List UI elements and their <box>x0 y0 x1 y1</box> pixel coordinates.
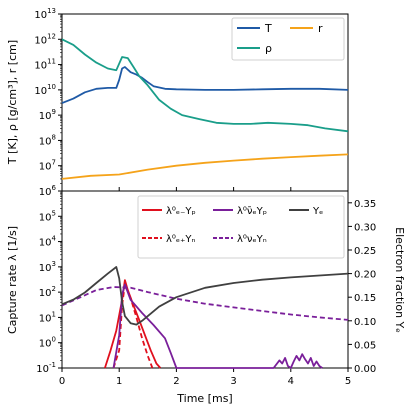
top-y-tick-label: 1013 <box>34 7 56 21</box>
legend-label: λ⁰ν̄ₑYₚ <box>237 206 267 217</box>
legend-r-label: r <box>318 22 323 35</box>
top-y-tick-label: 106 <box>39 184 57 198</box>
x-tick-label: 0 <box>59 376 65 387</box>
x-tick-label: 3 <box>230 376 236 387</box>
top-y-tick-label: 109 <box>39 108 56 122</box>
top-legend: T ρ r <box>231 17 345 61</box>
right-y-tick-label: 0.10 <box>354 317 376 328</box>
right-y-tick-label: 0.20 <box>354 270 376 281</box>
bottom-y-axis-label: Capture rate λ [1/s] <box>6 226 19 334</box>
series-line <box>61 286 349 321</box>
bottom-legend-box <box>137 195 345 259</box>
legend-label: λ⁰νₑYₙ <box>237 234 267 245</box>
legend-label: λ⁰ₑ₋Yₚ <box>166 206 196 217</box>
bottom-y-tick-label: 100 <box>39 336 56 350</box>
top-y-ticks: 106 107 108 109 1010 1011 1012 1013 <box>34 7 349 198</box>
top-y-tick-label: 107 <box>39 159 56 173</box>
top-y-axis-label: T [K], ρ [g/cm³], r [cm] <box>6 40 19 165</box>
x-ticks: 0 1 2 3 4 5 <box>59 368 351 387</box>
bottom-y-tick-label: 104 <box>39 235 57 249</box>
legend-label: Yₑ <box>312 206 323 217</box>
top-y-tick-label: 1010 <box>34 83 56 97</box>
top-y-tick-label: 108 <box>39 133 56 147</box>
bottom-legend: λ⁰ₑ₋Yₚ λ⁰ₑ₊Yₙ λ⁰ν̄ₑYₚ λ⁰νₑYₙ Yₑ <box>137 195 345 259</box>
x-tick-label: 5 <box>345 376 351 387</box>
x-tick-label: 1 <box>116 376 122 387</box>
right-y-tick-label: 0.35 <box>354 199 376 210</box>
right-y-ticks: 0.00 0.05 0.10 0.15 0.20 0.25 0.30 0.35 <box>348 199 376 375</box>
series-line <box>61 266 349 326</box>
bottom-series-lines <box>61 266 349 369</box>
top-series-lines <box>61 38 349 180</box>
bottom-y-ticks: 10-1 100 101 102 103 104 105 <box>36 191 62 375</box>
right-y-tick-label: 0.25 <box>354 246 376 257</box>
bottom-y-tick-label: 103 <box>39 260 56 274</box>
right-y-tick-label: 0.15 <box>354 293 376 304</box>
bottom-y-tick-label: 102 <box>39 285 56 299</box>
x-tick-label: 4 <box>288 376 294 387</box>
bottom-y-tick-label: 101 <box>39 310 56 324</box>
legend-rho-label: ρ <box>265 42 272 55</box>
bottom-y-tick-label: 10-1 <box>36 361 56 375</box>
top-legend-box <box>231 17 345 61</box>
legend-label: λ⁰ₑ₊Yₙ <box>166 234 195 245</box>
top-y-tick-label: 1012 <box>34 32 56 46</box>
x-axis-label: Time [ms] <box>176 392 232 405</box>
series-ρ-line <box>61 38 349 133</box>
x-tick-label: 2 <box>173 376 179 387</box>
series-r-line <box>61 153 349 180</box>
series-T-line <box>61 66 349 104</box>
right-y-tick-label: 0.05 <box>354 340 376 351</box>
legend-T-label: T <box>264 22 272 35</box>
top-panel: 106 107 108 109 1010 1011 1012 1013 T [K], ρ [g… <box>6 7 349 198</box>
right-y-tick-label: 0.30 <box>354 222 376 233</box>
series-line <box>112 283 323 369</box>
right-y-tick-label: 0.00 <box>354 364 376 375</box>
bottom-y-tick-label: 105 <box>39 209 56 223</box>
top-y-tick-label: 1011 <box>34 58 56 72</box>
right-y-axis-label: Electron fraction Yₑ <box>393 227 406 333</box>
